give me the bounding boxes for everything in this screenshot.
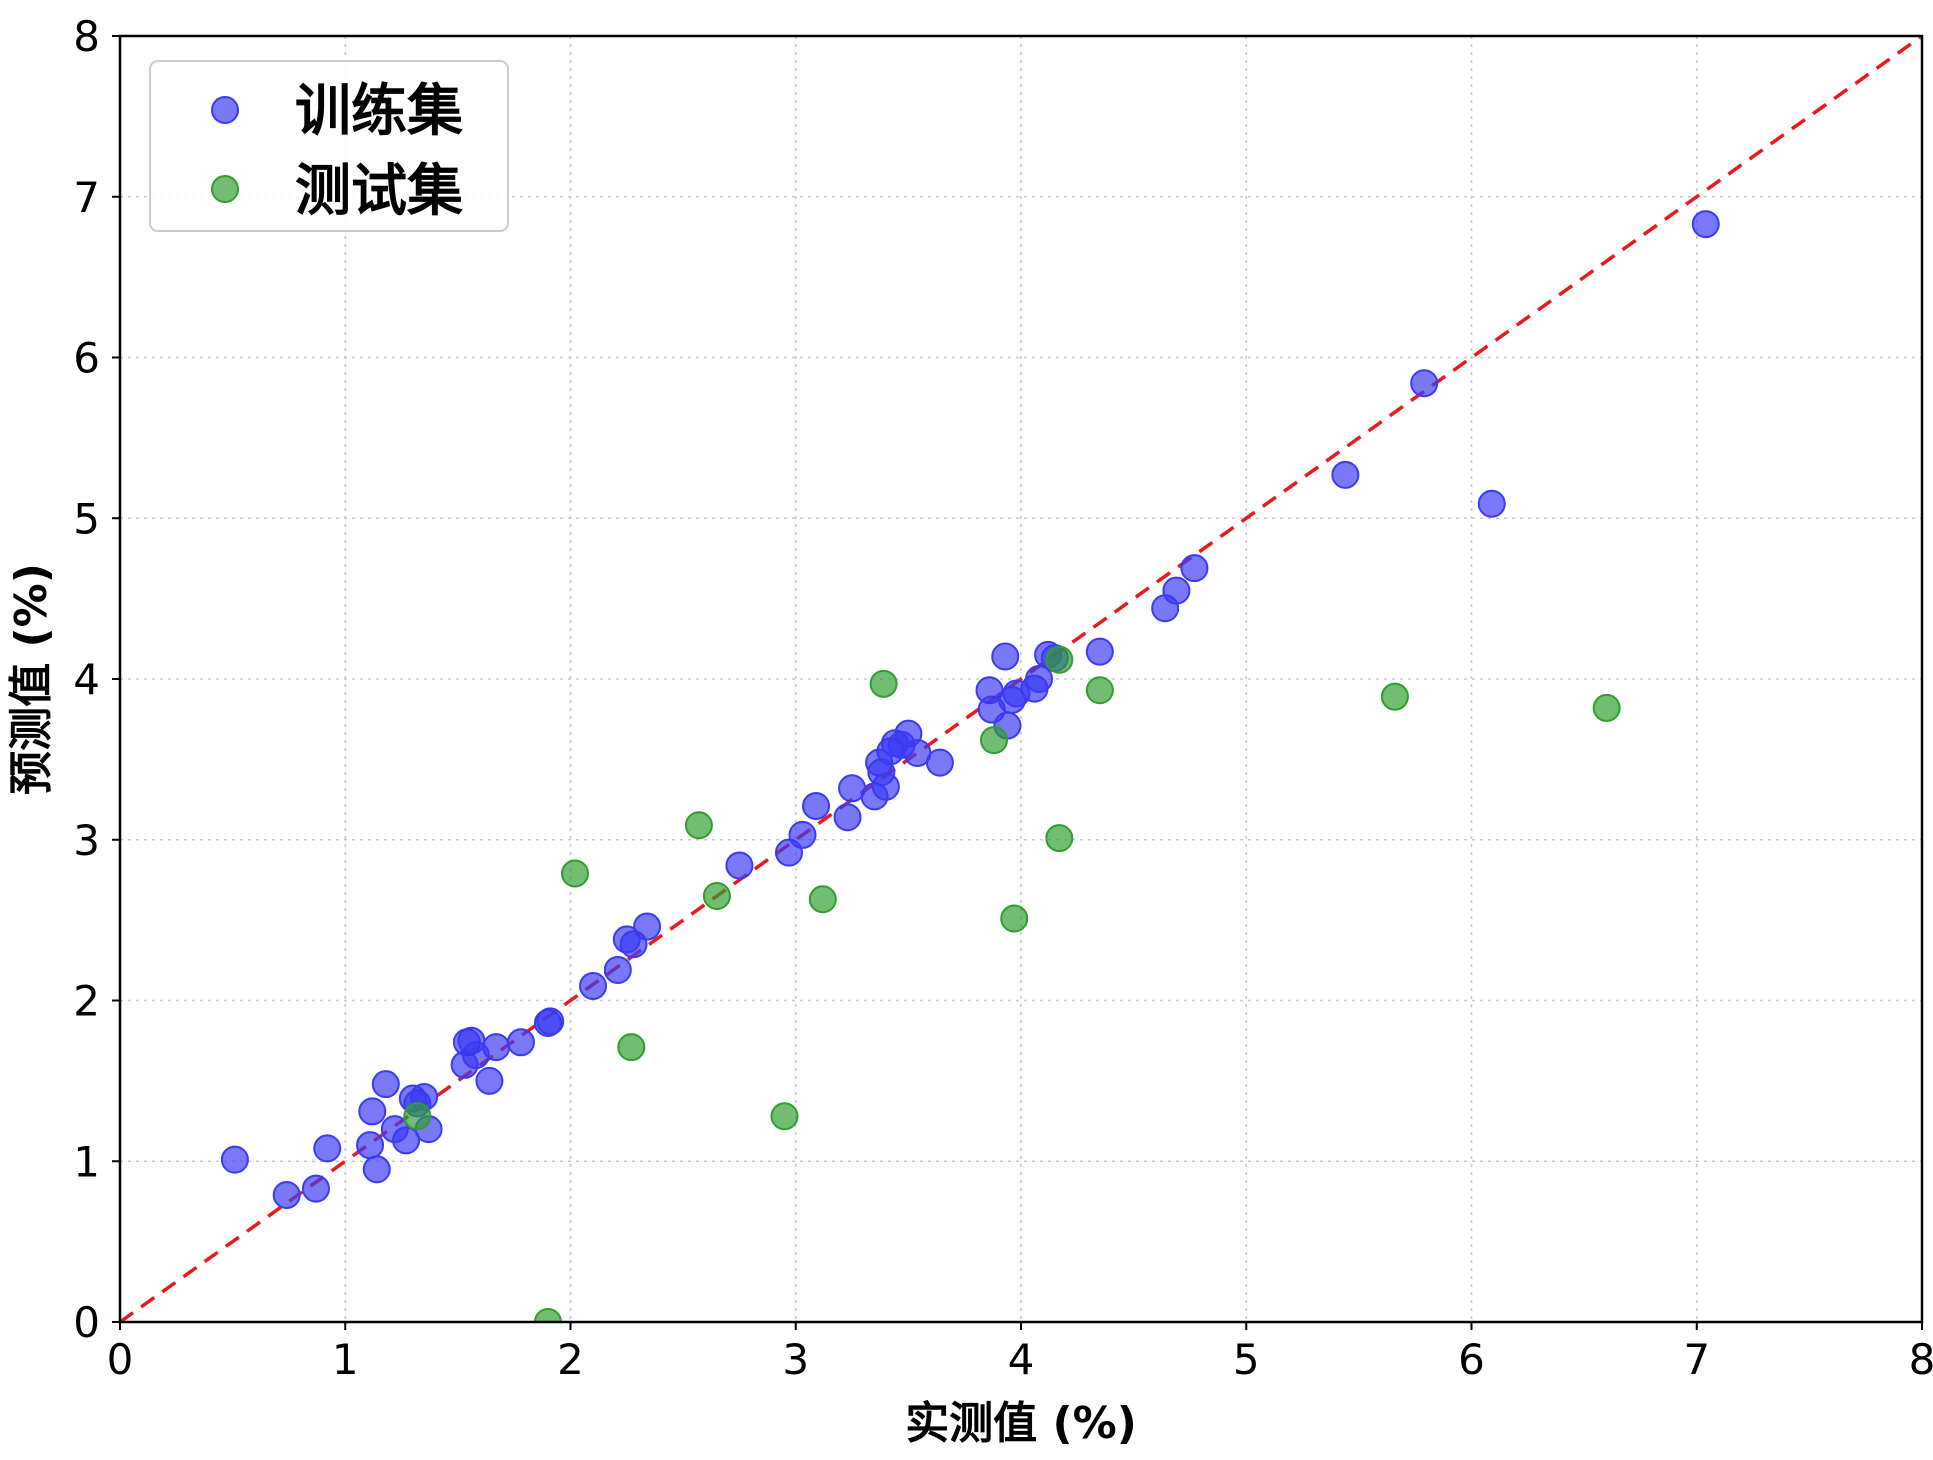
data-points bbox=[220, 210, 1720, 1322]
x-tick-label: 0 bbox=[107, 1335, 134, 1384]
x-tick-label: 1 bbox=[332, 1335, 359, 1384]
data-point bbox=[1380, 682, 1409, 711]
data-point bbox=[536, 1007, 565, 1036]
x-tick-label: 2 bbox=[557, 1335, 584, 1384]
y-axis-label: 预测值 (%) bbox=[6, 563, 57, 795]
data-point bbox=[561, 859, 590, 888]
data-point bbox=[371, 1070, 400, 1099]
data-point bbox=[506, 1028, 535, 1057]
x-tick-label: 4 bbox=[1008, 1335, 1035, 1384]
data-point bbox=[533, 1308, 562, 1322]
data-point bbox=[482, 1033, 511, 1062]
data-point bbox=[1691, 210, 1720, 239]
data-point bbox=[356, 1131, 385, 1160]
data-point bbox=[392, 1126, 421, 1155]
data-point bbox=[833, 803, 862, 832]
y-tick-label: 4 bbox=[73, 655, 100, 704]
data-point bbox=[617, 1033, 646, 1062]
legend: 训练集 测试集 bbox=[149, 60, 509, 232]
y-tick-label: 5 bbox=[73, 494, 100, 543]
axis-ticks: 0 1 2 3 4 5 6 7 8 0 1 2 3 4 5 6 7 8 bbox=[73, 12, 1933, 1384]
data-point bbox=[1045, 824, 1074, 853]
series-train bbox=[220, 210, 1720, 1210]
legend-label-test: 测试集 bbox=[295, 159, 463, 224]
data-point bbox=[603, 955, 632, 984]
y-tick-label: 1 bbox=[73, 1137, 100, 1186]
x-tick-label: 7 bbox=[1683, 1335, 1710, 1384]
y-tick-label: 3 bbox=[73, 816, 100, 865]
y-tick-label: 7 bbox=[73, 173, 100, 222]
data-point bbox=[802, 791, 831, 820]
y-tick-label: 8 bbox=[73, 12, 100, 61]
data-point bbox=[684, 811, 713, 840]
x-tick-label: 8 bbox=[1909, 1335, 1933, 1384]
data-point bbox=[220, 1145, 249, 1174]
data-point bbox=[1085, 676, 1114, 705]
data-point bbox=[1592, 693, 1621, 722]
data-point bbox=[272, 1181, 301, 1210]
data-point bbox=[979, 726, 1008, 755]
series-test bbox=[403, 645, 1621, 1322]
x-tick-label: 3 bbox=[782, 1335, 809, 1384]
y-tick-label: 0 bbox=[73, 1298, 100, 1347]
legend-marker-test bbox=[211, 175, 239, 203]
data-point bbox=[313, 1134, 342, 1163]
legend-box bbox=[149, 60, 509, 232]
data-point bbox=[1162, 576, 1191, 605]
data-point bbox=[403, 1102, 432, 1131]
data-point bbox=[475, 1066, 504, 1095]
data-point bbox=[702, 882, 731, 911]
data-point bbox=[869, 669, 898, 698]
data-point bbox=[1045, 645, 1074, 674]
x-axis-label: 实测值 (%) bbox=[905, 1398, 1137, 1449]
data-point bbox=[725, 851, 754, 880]
data-point bbox=[925, 748, 954, 777]
data-point bbox=[871, 772, 900, 801]
data-point bbox=[358, 1097, 387, 1126]
y-tick-label: 2 bbox=[73, 977, 100, 1026]
data-point bbox=[1410, 369, 1439, 398]
data-point bbox=[301, 1174, 330, 1203]
legend-marker-train bbox=[211, 96, 239, 124]
data-point bbox=[1331, 460, 1360, 489]
data-point bbox=[788, 820, 817, 849]
data-point bbox=[1180, 554, 1209, 583]
data-point bbox=[1477, 489, 1506, 518]
y-tick-label: 6 bbox=[73, 334, 100, 383]
data-point bbox=[1085, 637, 1114, 666]
data-point bbox=[362, 1155, 391, 1184]
data-point bbox=[579, 972, 608, 1001]
data-point bbox=[991, 642, 1020, 671]
data-point bbox=[1000, 904, 1029, 933]
data-point bbox=[808, 885, 837, 914]
data-point bbox=[633, 912, 662, 941]
legend-label-train: 训练集 bbox=[295, 79, 463, 144]
data-point bbox=[1025, 665, 1054, 693]
x-tick-label: 5 bbox=[1233, 1335, 1260, 1384]
data-point bbox=[770, 1102, 799, 1131]
x-tick-label: 6 bbox=[1458, 1335, 1485, 1384]
